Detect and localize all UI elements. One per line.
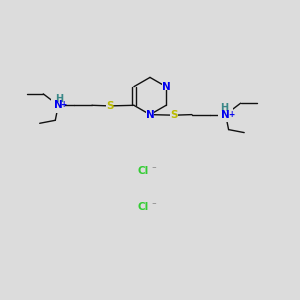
Text: ⁻: ⁻ xyxy=(152,201,156,210)
Text: N: N xyxy=(54,100,63,110)
Text: +: + xyxy=(61,100,67,109)
FancyBboxPatch shape xyxy=(51,98,65,112)
Text: S: S xyxy=(170,110,178,120)
FancyBboxPatch shape xyxy=(170,112,178,119)
Text: Cl: Cl xyxy=(138,202,149,212)
FancyBboxPatch shape xyxy=(162,83,170,90)
Text: Cl: Cl xyxy=(138,166,149,176)
Text: N: N xyxy=(162,82,170,92)
Text: ⁻: ⁻ xyxy=(152,165,156,174)
FancyBboxPatch shape xyxy=(218,107,233,122)
FancyBboxPatch shape xyxy=(106,103,113,109)
Text: +: + xyxy=(228,110,234,118)
Text: H: H xyxy=(56,94,64,104)
Text: N: N xyxy=(221,110,230,120)
Text: S: S xyxy=(106,101,114,111)
Text: N: N xyxy=(146,110,154,120)
FancyBboxPatch shape xyxy=(146,111,154,118)
Text: H: H xyxy=(220,103,229,113)
